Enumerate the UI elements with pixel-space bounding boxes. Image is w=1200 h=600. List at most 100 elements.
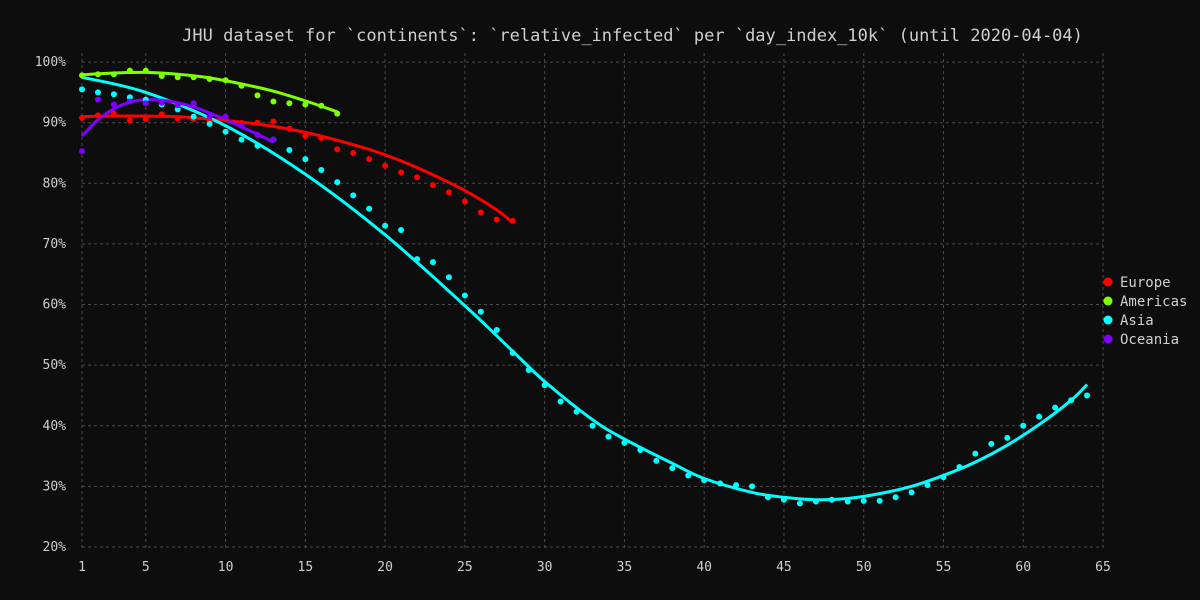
data-point-europe	[126, 117, 133, 124]
data-point-oceania	[254, 131, 261, 138]
data-point-asia	[812, 498, 819, 505]
data-point-asia	[988, 440, 995, 447]
y-tick-label: 40%	[43, 419, 67, 434]
data-point-asia	[174, 106, 181, 113]
data-point-asia	[1020, 422, 1027, 429]
data-point-oceania	[238, 122, 245, 129]
data-point-asia	[733, 482, 740, 489]
data-point-asia	[1052, 404, 1059, 411]
data-point-americas	[222, 77, 229, 84]
data-point-asia	[286, 146, 293, 153]
data-point-asia	[414, 256, 421, 263]
x-tick-label: 35	[617, 560, 633, 575]
data-point-asia	[924, 482, 931, 489]
data-point-asia	[238, 136, 245, 143]
x-tick-label: 20	[377, 560, 393, 575]
y-tick-label: 70%	[43, 237, 67, 252]
data-point-europe	[509, 217, 516, 224]
data-point-asia	[509, 350, 516, 357]
x-tick-label: 45	[776, 560, 792, 575]
data-point-europe	[350, 150, 357, 157]
data-point-asia	[110, 91, 117, 98]
data-point-americas	[270, 98, 277, 105]
data-point-americas	[190, 74, 197, 81]
data-point-oceania	[142, 100, 149, 107]
y-tick-label: 50%	[43, 358, 67, 373]
data-point-europe	[302, 133, 309, 140]
data-point-oceania	[126, 98, 133, 105]
data-point-asia	[206, 120, 213, 127]
data-point-asia	[398, 226, 405, 233]
data-point-oceania	[158, 99, 165, 106]
data-point-europe	[445, 189, 452, 196]
data-point-asia	[445, 274, 452, 281]
data-point-asia	[764, 494, 771, 501]
data-point-europe	[493, 216, 500, 223]
legend-marker-asia	[1103, 315, 1113, 325]
data-point-asia	[653, 457, 660, 464]
data-point-americas	[254, 92, 261, 99]
data-point-oceania	[270, 136, 277, 143]
data-points	[79, 67, 1091, 507]
data-point-europe	[110, 110, 117, 117]
data-point-europe	[477, 209, 484, 216]
data-point-americas	[302, 101, 309, 108]
data-point-asia	[493, 326, 500, 333]
data-point-europe	[334, 146, 341, 153]
legend-marker-europe	[1103, 277, 1113, 287]
data-point-americas	[94, 71, 101, 78]
data-point-europe	[254, 119, 261, 126]
y-tick-label: 30%	[43, 479, 67, 494]
x-tick-label: 30	[537, 560, 553, 575]
data-point-europe	[461, 198, 468, 205]
x-tick-label: 1	[78, 560, 86, 575]
y-tick-label: 60%	[43, 298, 67, 313]
data-point-americas	[142, 67, 149, 74]
data-point-asia	[477, 308, 484, 315]
data-point-asia	[1084, 392, 1091, 399]
data-point-asia	[366, 205, 373, 212]
x-tick-label: 55	[936, 560, 952, 575]
data-point-europe	[382, 162, 389, 169]
data-point-asia	[940, 474, 947, 481]
data-point-asia	[844, 498, 851, 505]
data-point-asia	[701, 477, 708, 484]
fit-curve-europe	[81, 114, 514, 224]
data-point-asia	[350, 192, 357, 199]
y-tick-label: 20%	[43, 540, 67, 555]
data-point-americas	[126, 67, 133, 74]
data-point-asia	[780, 496, 787, 503]
data-point-asia	[557, 398, 564, 405]
data-point-europe	[429, 182, 436, 189]
data-point-asia	[605, 433, 612, 440]
data-point-europe	[398, 169, 405, 176]
data-point-oceania	[206, 113, 213, 120]
data-point-americas	[238, 82, 245, 89]
data-point-europe	[366, 156, 373, 163]
x-tick-label: 65	[1095, 560, 1111, 575]
y-tick-label: 90%	[43, 116, 67, 131]
data-point-americas	[334, 110, 341, 117]
grid	[81, 53, 1104, 550]
data-point-asia	[254, 142, 261, 149]
y-tick-label: 100%	[35, 55, 66, 70]
data-point-oceania	[190, 100, 197, 107]
data-point-asia	[1004, 434, 1011, 441]
legend-label-americas: Americas	[1120, 294, 1187, 310]
legend-marker-oceania	[1103, 334, 1113, 344]
data-point-asia	[302, 156, 309, 163]
data-point-europe	[414, 174, 421, 181]
data-point-asia	[589, 422, 596, 429]
legend-label-europe: Europe	[1120, 275, 1171, 291]
x-tick-label: 5	[142, 560, 150, 575]
data-point-asia	[860, 497, 867, 504]
data-point-asia	[637, 446, 644, 453]
data-point-americas	[174, 74, 181, 81]
data-point-americas	[110, 71, 117, 78]
data-point-asia	[1036, 413, 1043, 420]
data-point-asia	[685, 472, 692, 479]
data-point-oceania	[174, 102, 181, 109]
data-point-asia	[126, 94, 133, 101]
data-point-asia	[222, 128, 229, 135]
